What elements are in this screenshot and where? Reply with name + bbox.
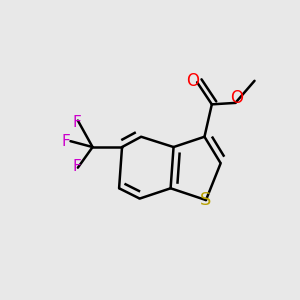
Text: S: S [200, 191, 211, 209]
Text: F: F [72, 159, 81, 174]
Text: F: F [62, 134, 70, 149]
Text: F: F [72, 115, 81, 130]
Text: O: O [186, 72, 199, 90]
Text: O: O [230, 89, 243, 107]
